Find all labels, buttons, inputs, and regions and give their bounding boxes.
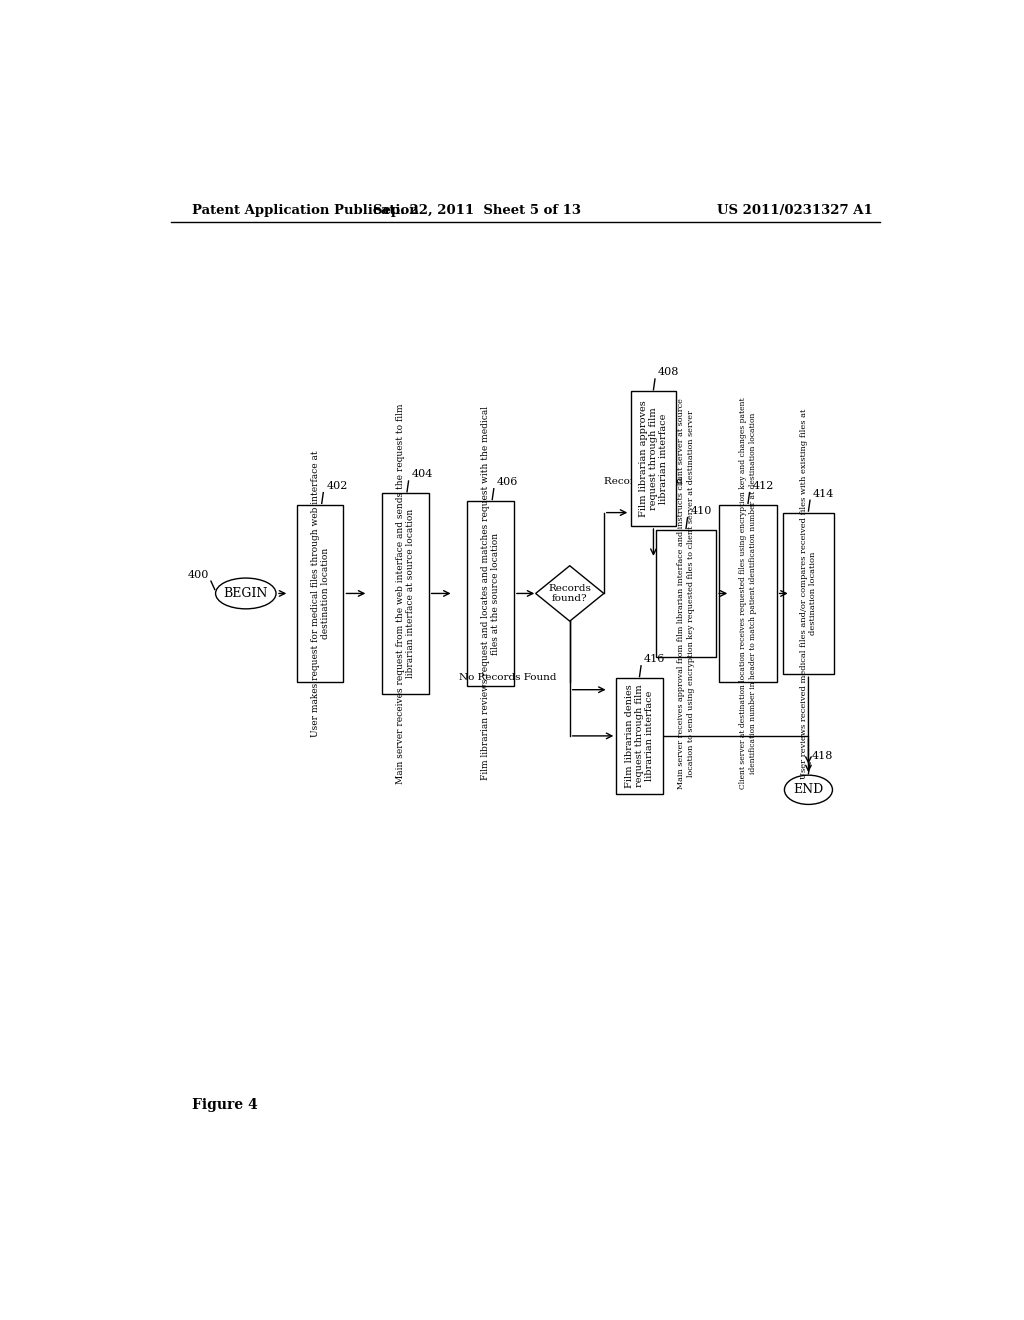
Text: User reviews received medical files and/or compares received files with existing: User reviews received medical files and/… <box>800 408 817 779</box>
Text: 404: 404 <box>412 470 433 479</box>
Text: 416: 416 <box>644 655 666 664</box>
Text: Records
found?: Records found? <box>548 583 591 603</box>
Text: US 2011/0231327 A1: US 2011/0231327 A1 <box>717 205 872 218</box>
Text: Sep. 22, 2011  Sheet 5 of 13: Sep. 22, 2011 Sheet 5 of 13 <box>373 205 581 218</box>
Text: 412: 412 <box>753 480 774 491</box>
Text: END: END <box>794 783 823 796</box>
Text: Film librarian reviews request and locates and matches request with the medical
: Film librarian reviews request and locat… <box>481 407 501 780</box>
Text: Film librarian approves
request through film
librarian interface: Film librarian approves request through … <box>639 400 669 517</box>
Text: Figure 4: Figure 4 <box>191 1098 257 1113</box>
Text: Records Found: Records Found <box>604 478 683 486</box>
Text: No Records Found: No Records Found <box>459 673 556 682</box>
Ellipse shape <box>784 775 833 804</box>
Bar <box>631 391 676 527</box>
Text: 418: 418 <box>812 751 833 762</box>
Text: Client server at destination location receives requested files using encryption : Client server at destination location re… <box>739 397 757 789</box>
Text: BEGIN: BEGIN <box>223 587 268 601</box>
Text: Film librarian denies
request through film
librarian interface: Film librarian denies request through fi… <box>625 684 654 788</box>
Text: Main server receives request from the web interface and sends the request to fil: Main server receives request from the we… <box>395 403 415 784</box>
Text: Main server receives approval from film librarian interface and instructs client: Main server receives approval from film … <box>678 399 694 789</box>
Bar <box>719 506 776 682</box>
Ellipse shape <box>216 578 276 609</box>
Text: 410: 410 <box>690 506 712 516</box>
Text: 402: 402 <box>327 480 348 491</box>
Bar <box>655 529 716 657</box>
Text: 414: 414 <box>813 488 835 499</box>
Text: 406: 406 <box>497 478 518 487</box>
Bar <box>616 678 663 793</box>
Text: 400: 400 <box>188 570 209 579</box>
Text: 408: 408 <box>658 367 680 378</box>
Text: User makes request for medical files through web interface at
destination locati: User makes request for medical files thr… <box>310 450 330 737</box>
Bar <box>297 506 343 682</box>
Polygon shape <box>536 566 604 622</box>
Bar <box>382 494 429 693</box>
Bar <box>467 502 514 686</box>
Bar <box>783 512 834 675</box>
Text: Patent Application Publication: Patent Application Publication <box>191 205 418 218</box>
